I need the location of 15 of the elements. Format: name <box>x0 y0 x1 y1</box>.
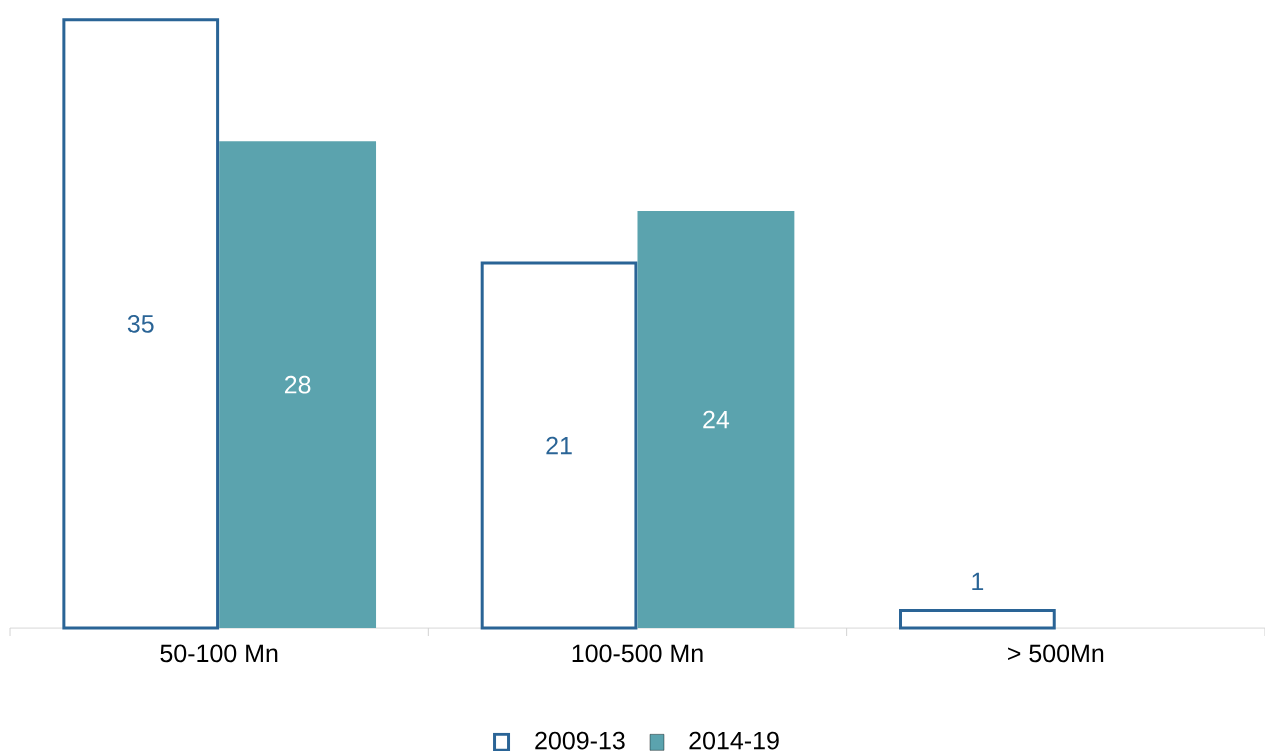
legend-label: 2009-13 <box>535 731 625 750</box>
bar <box>219 141 377 628</box>
bar <box>62 18 220 630</box>
bar <box>637 210 795 628</box>
bar <box>480 261 638 630</box>
data-label: 24 <box>703 410 730 429</box>
legend-label: 2014-19 <box>689 731 779 750</box>
x-tick-label: 50-100 Mn <box>160 644 278 663</box>
data-label: 21 <box>546 436 572 455</box>
data-label: 35 <box>127 315 154 333</box>
x-tick-label: > 500Mn <box>1008 644 1104 663</box>
data-label: 28 <box>284 375 311 394</box>
bar <box>899 609 1056 630</box>
data-label: 1 <box>972 572 984 591</box>
x-tick-label: 100-500 Mn <box>572 644 703 663</box>
